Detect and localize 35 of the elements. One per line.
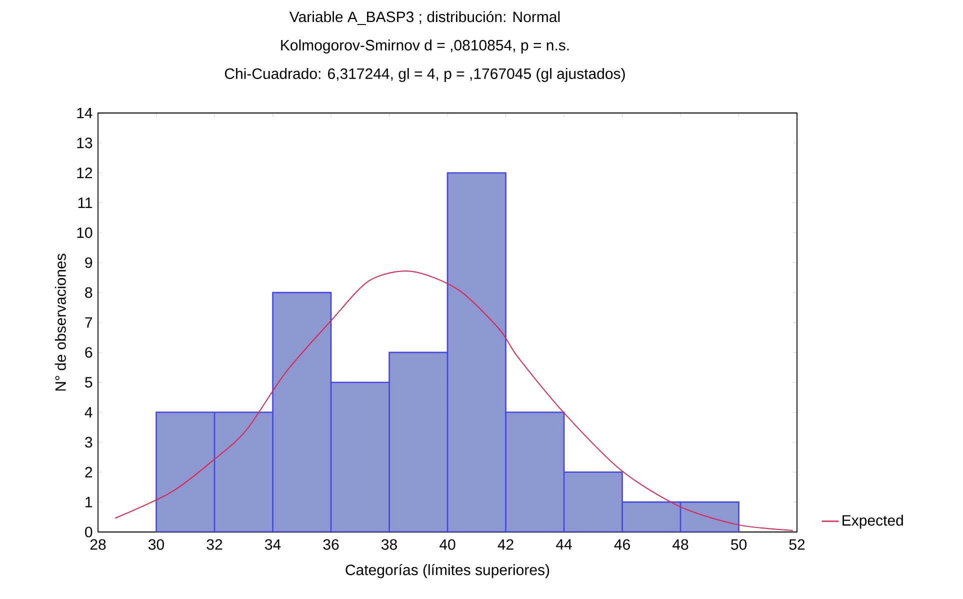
text: Chi-Cuadrado: 6,317244, gl = 4, p = ,1767045 (gl ajustados) xyxy=(224,68,625,82)
x-tick-label: 48 xyxy=(672,539,688,550)
y-tick-label: 6 xyxy=(85,347,92,358)
y-tick-label: 2 xyxy=(85,466,92,478)
x-tick-label: 50 xyxy=(731,539,747,550)
y-tick-label: 5 xyxy=(85,377,92,388)
y-axis-title: N° de observaciones xyxy=(54,254,66,391)
y-tick-label: 10 xyxy=(77,227,92,238)
chart-subtitle: Kolmogorov-Smirnov d = ,0810854, p = n.s. xyxy=(281,39,569,54)
line-series xyxy=(114,270,794,532)
legend-label: Expected xyxy=(842,514,903,529)
x-tick-label: 42 xyxy=(498,539,514,550)
y-tick-label: 8 xyxy=(85,287,92,298)
x-tick-label: 36 xyxy=(323,539,339,550)
x-tick-label: 28 xyxy=(90,539,106,550)
x-tick-label: 32 xyxy=(206,539,222,550)
x-tick-label: 34 xyxy=(264,539,281,550)
x-tick-label: 52 xyxy=(789,539,805,550)
y-tick-label: 9 xyxy=(85,257,92,268)
y-tick-label: 1 xyxy=(86,496,92,508)
y-tick-label: 13 xyxy=(77,138,92,148)
x-tick-label: 46 xyxy=(614,539,630,550)
x-tick-label: 38 xyxy=(381,539,397,550)
x-tick-label: 30 xyxy=(148,539,164,550)
x-axis-title: Categorías (límites superiores) xyxy=(346,564,550,578)
y-tick-label: 0 xyxy=(85,526,92,538)
chart-title: Variable A_BASP3 ; distribución: Normal xyxy=(289,10,560,26)
y-tick-label: 11 xyxy=(78,198,92,208)
y-tick-label: 14 xyxy=(77,108,92,118)
y-tick-label: 7 xyxy=(85,317,92,328)
y-tick-label: 12 xyxy=(77,168,92,178)
x-tick-label: 44 xyxy=(556,539,572,550)
x-tick-label: 40 xyxy=(440,539,456,550)
y-tick-label: 3 xyxy=(85,436,92,448)
y-tick-label: 4 xyxy=(84,407,92,418)
